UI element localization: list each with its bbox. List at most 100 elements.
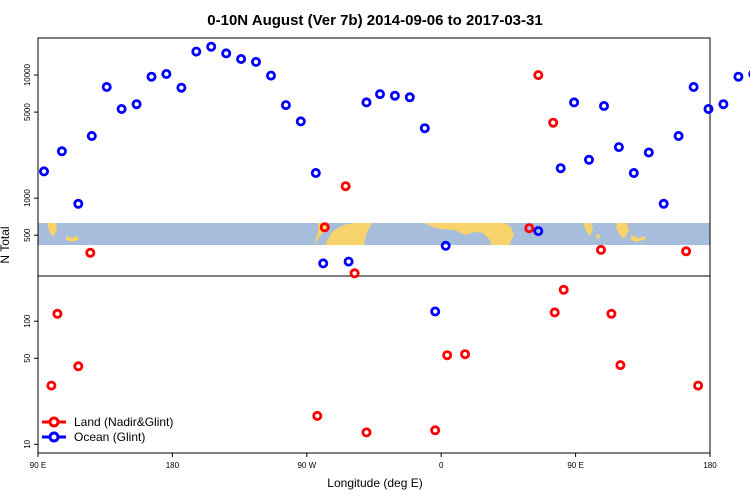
data-points — [39, 41, 750, 438]
ocean-point — [643, 147, 654, 158]
y-tick-label: 1000 — [23, 189, 32, 207]
land-point — [442, 350, 453, 361]
ocean-point — [584, 154, 595, 165]
ocean-point — [39, 166, 50, 177]
ocean-point — [101, 82, 112, 93]
plot-frame — [37, 37, 711, 454]
land-point — [693, 380, 704, 391]
map-land-southeast-asia-west — [47, 223, 57, 237]
x-tick-label: 0 — [439, 461, 444, 470]
y-tick-label: 10000 — [23, 63, 32, 86]
legend: Land (Nadir&Glint) Ocean (Glint) — [42, 415, 173, 444]
land-point — [533, 70, 544, 81]
ocean-point — [265, 70, 276, 81]
land-point — [460, 349, 471, 360]
legend-land-marker — [48, 416, 60, 428]
ocean-point — [599, 101, 610, 112]
ocean-point — [318, 258, 329, 269]
ocean-point — [419, 123, 430, 134]
y-axis-label: N Total — [0, 226, 12, 263]
legend-ocean-label: Ocean (Glint) — [74, 430, 145, 444]
ocean-point — [533, 226, 544, 237]
ocean-point — [161, 69, 172, 80]
x-tick-label: 90 E — [30, 461, 46, 470]
land-point — [681, 246, 692, 257]
ocean-point — [295, 116, 306, 127]
land-point — [312, 410, 323, 421]
ocean-point — [555, 163, 566, 174]
land-point — [85, 247, 96, 258]
ocean-point — [688, 82, 699, 93]
ocean-point — [310, 167, 321, 178]
map-land-north-america — [315, 223, 328, 245]
land-point — [430, 425, 441, 436]
ocean-point — [733, 71, 744, 82]
ocean-point — [56, 146, 67, 157]
y-tick-label: 100 — [23, 314, 32, 328]
map-land-sri-lanka — [596, 234, 600, 239]
y-tick-label: 5000 — [23, 103, 32, 121]
ocean-point — [221, 48, 232, 59]
land-point — [340, 181, 351, 192]
land-point — [615, 360, 626, 371]
ocean-point — [361, 97, 372, 108]
land-point — [349, 268, 360, 279]
ocean-point — [191, 46, 202, 57]
ocean-point — [613, 142, 624, 153]
ocean-point — [658, 198, 669, 209]
x-tick-label: 180 — [703, 461, 717, 470]
land-point — [606, 308, 617, 319]
map-land-africa — [424, 223, 514, 245]
x-tick-label: 90 E — [567, 461, 583, 470]
chart-title: 0-10N August (Ver 7b) 2014-09-06 to 2017… — [207, 12, 542, 29]
map-land-south-america — [325, 223, 372, 245]
y-tick-label: 500 — [23, 228, 32, 242]
land-point — [319, 222, 330, 233]
map-land-islands-east — [631, 235, 646, 242]
ocean-point — [673, 130, 684, 141]
axes: 90 E 180 90 W 0 90 E 180 10 50 100 500 1000 5000 100… — [23, 63, 717, 470]
ocean-point — [343, 256, 354, 267]
ocean-point — [718, 99, 729, 110]
ocean-point — [146, 71, 157, 82]
ocean-point — [73, 198, 84, 209]
ocean-point — [280, 100, 291, 111]
ocean-point — [116, 104, 127, 115]
map-ocean-band — [38, 223, 710, 245]
ocean-point — [389, 90, 400, 101]
ocean-point — [206, 41, 217, 52]
ocean-point — [440, 240, 451, 251]
land-point — [549, 307, 560, 318]
land-point — [558, 284, 569, 295]
map-land-southeast-asia-east — [616, 223, 629, 239]
y-tick-label: 10 — [23, 439, 32, 448]
y-tick-label: 50 — [23, 353, 32, 362]
land-point — [46, 380, 57, 391]
land-point — [596, 244, 607, 255]
map-land-islands-west — [66, 236, 80, 242]
ocean-point — [628, 167, 639, 178]
land-point — [73, 361, 84, 372]
x-tick-label: 180 — [166, 461, 180, 470]
x-tick-label: 90 W — [297, 461, 316, 470]
legend-land-label: Land (Nadir&Glint) — [74, 415, 173, 429]
ocean-point — [131, 99, 142, 110]
ocean-point — [703, 104, 714, 115]
ocean-point — [404, 92, 415, 103]
land-point — [524, 223, 535, 234]
land-point — [52, 308, 63, 319]
map-land-shapes — [47, 223, 646, 245]
land-point — [361, 427, 372, 438]
ocean-point — [250, 56, 261, 67]
ocean-point — [176, 82, 187, 93]
ocean-point — [236, 54, 247, 65]
ocean-point — [569, 97, 580, 108]
ocean-point — [86, 130, 97, 141]
map-land-india — [583, 223, 593, 236]
land-point — [548, 117, 559, 128]
x-axis-label: Longitude (deg E) — [327, 476, 422, 490]
ocean-point — [374, 89, 385, 100]
legend-ocean-marker — [48, 431, 60, 443]
